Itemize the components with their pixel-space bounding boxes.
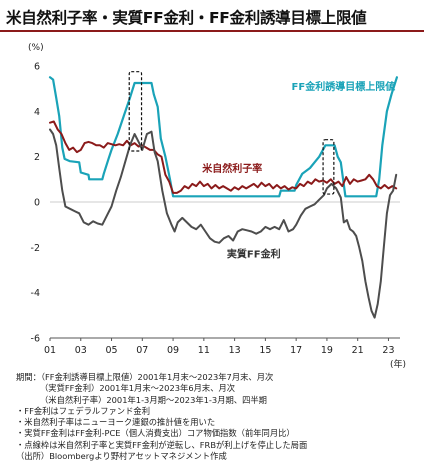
note-dotted-box: ・点線枠は米自然利子率と実質FF金利が逆転し、FRBが利上げを停止した局面	[16, 439, 308, 450]
y-tick-label: 6	[34, 62, 40, 73]
ff-target-upper-line	[48, 76, 398, 198]
highlight-boxes	[128, 71, 335, 195]
y-unit-label: (%)	[28, 43, 44, 53]
x-axis: (年) 01 03 05 07 09 11 13 15 17 19 21 23	[44, 337, 406, 370]
page-title: 米自然利子率・実質FF金利・FF金利誘導目標上限値	[6, 9, 367, 27]
note-natural-rate-source: ・米自然利子率はニューヨーク連銀の推計値を用いた	[16, 417, 216, 428]
series-group	[48, 76, 398, 319]
x-tick-label: 21	[352, 345, 364, 356]
x-tick-label: 09	[167, 345, 179, 356]
note-period-natural-rate: （米自然利子率）2001年1-3月期～2023年1-3月期、四半期	[40, 394, 267, 405]
x-tick-label: 17	[290, 345, 302, 356]
x-unit-label: (年)	[390, 358, 406, 370]
x-tick-label: 19	[321, 345, 333, 356]
ff-target-label: FF金利誘導目標上限値	[292, 80, 396, 93]
y-tick-label: -6	[31, 334, 40, 345]
y-tick-label: -2	[31, 243, 40, 254]
real-ff-rate-label: 実質FF金利	[227, 248, 281, 261]
y-tick-label: 2	[34, 152, 40, 163]
note-ff-definition: ・FF金利はフェデラルファンド金利	[16, 405, 150, 416]
title-divider	[0, 30, 424, 32]
natural-rate-line	[49, 120, 398, 194]
x-tick-label: 01	[44, 345, 56, 356]
x-tick-label: 07	[136, 345, 148, 356]
x-tick-label: 13	[229, 345, 241, 356]
x-tick-label: 11	[198, 345, 210, 356]
y-tick-label: 4	[34, 107, 40, 118]
footnotes: 期間：（FF金利誘導目標上限値）2001年1月末～2023年7月末、月次 （実質…	[16, 372, 420, 462]
x-tick-label: 23	[382, 345, 394, 356]
y-tick-label: 0	[34, 198, 40, 209]
x-tick-label: 03	[75, 345, 87, 356]
x-tick-label: 05	[105, 345, 117, 356]
note-real-ff-definition: ・実質FF金利はFF金利-PCE（個人消費支出）コア物価指数（前年同月比）	[16, 428, 295, 439]
note-source: （出所）Bloombergより野村アセットマネジメント作成	[16, 451, 227, 462]
highlight-box	[322, 139, 335, 195]
rate-line-chart: (%) 6 4 2 0 -2 -4 -6 (年) 01 03 05 07 09 11 13 15 17 19 21 2…	[28, 43, 406, 370]
y-tick-label: -4	[31, 288, 40, 299]
note-period-real-ff: （実質FF金利）2001年1月末～2023年6月末、月次	[40, 383, 236, 394]
x-tick-label: 15	[259, 345, 271, 356]
natural-rate-label: 米自然利子率	[202, 162, 262, 175]
real-ff-rate-line	[49, 128, 398, 319]
note-period: 期間：（FF金利誘導目標上限値）2001年1月末～2023年7月末、月次	[16, 372, 274, 382]
